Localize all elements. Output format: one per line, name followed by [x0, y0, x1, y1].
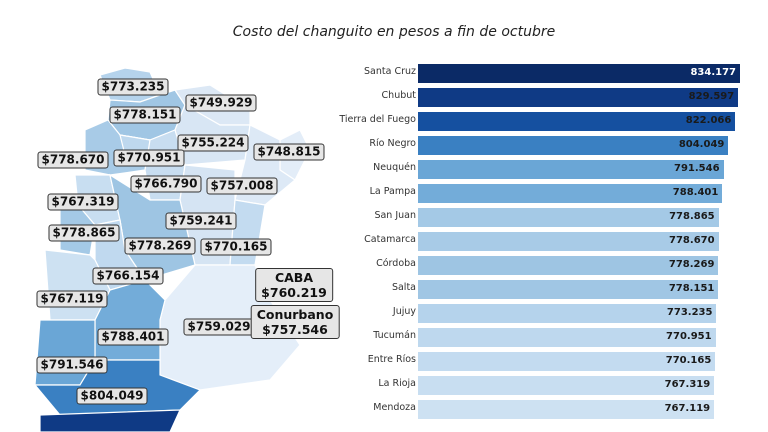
data-label: 778.269	[668, 259, 715, 271]
data-label: 770.951	[666, 331, 712, 343]
category-label: Mendoza	[373, 402, 416, 414]
map-label-corrientes: $757.008	[206, 177, 278, 195]
category-label: Córdoba	[376, 258, 416, 270]
category-label: La Rioja	[378, 378, 416, 390]
bar-row: Chubut 829.597	[0, 87, 768, 107]
map-label-mendoza: $767.119	[36, 290, 108, 308]
map-label-cordoba: $778.269	[124, 237, 196, 255]
data-label: 791.546	[673, 162, 720, 174]
bar: 791.546	[418, 159, 724, 179]
bar-row: Salta 778.151	[0, 280, 768, 300]
category-label: San Juan	[374, 209, 416, 221]
data-label: 804.049	[678, 138, 725, 150]
bar: 773.235	[418, 304, 717, 324]
data-label: 778.670	[669, 234, 715, 246]
bar-row: Santa Cruz 834.177	[0, 63, 768, 83]
bar-row: San Juan 778.865	[0, 207, 768, 227]
category-label: Salta	[391, 282, 416, 294]
bar-row: Catamarca 778.670	[0, 231, 768, 251]
data-label: 788.401	[672, 186, 719, 198]
bar-row: Entre Ríos 770.165	[0, 352, 768, 372]
map-label-tucuman: $770.951	[113, 149, 185, 167]
map-label-entrerios: $770.165	[200, 238, 272, 256]
category-label: Chubut	[381, 89, 416, 101]
category-label: Jujuy	[392, 306, 416, 318]
bar: 778.269	[418, 256, 719, 276]
bar: 788.401	[418, 183, 723, 203]
category-label: Entre Ríos	[367, 354, 416, 366]
map-label-lapampa: $788.401	[97, 328, 169, 346]
bar: 778.670	[418, 231, 719, 251]
map-label-salta: $778.151	[109, 106, 181, 124]
map-label-santiago: $766.790	[130, 175, 202, 193]
bar: 834.177	[418, 63, 740, 83]
bar: 822.066	[418, 111, 736, 131]
data-label: 778.865	[669, 210, 715, 222]
bar-row: La Pampa 788.401	[0, 183, 768, 203]
map-label-conurbano: Conurbano $757.546	[250, 305, 340, 339]
bar-row: Córdoba 778.269	[0, 256, 768, 276]
data-label: 778.151	[668, 283, 715, 295]
map-label-formosa: $749.929	[185, 94, 257, 112]
caba-name: CABA	[274, 270, 314, 285]
bar: 778.151	[418, 280, 719, 300]
bar-row: Neuquén 791.546	[0, 159, 768, 179]
bar: 778.865	[418, 207, 719, 227]
map-label-sanjuan: $778.865	[48, 224, 120, 242]
map-label-caba: CABA $760.219	[255, 268, 333, 302]
bar-row: Tucumán 770.951	[0, 328, 768, 348]
map-label-jujuy: $773.235	[97, 78, 169, 96]
data-label: 770.165	[665, 355, 712, 367]
category-label: Neuquén	[373, 161, 416, 173]
map-label-sanluis: $766.154	[92, 267, 164, 285]
map-label-larioja: $767.319	[47, 193, 119, 211]
bar: 767.319	[418, 376, 715, 396]
bar: 804.049	[418, 135, 729, 155]
bar-row: Mendoza 767.119	[0, 400, 768, 420]
category-label: Tierra del Fuego	[339, 113, 416, 125]
province-chubut	[39, 409, 181, 432]
data-label: 822.066	[685, 114, 732, 126]
data-label: 773.235	[666, 307, 713, 319]
chart-title: Costo del changuito en pesos a fin de oc…	[232, 24, 556, 40]
data-label: 829.597	[688, 90, 735, 102]
category-label: Santa Cruz	[364, 65, 416, 77]
map-label-neuquen: $791.546	[36, 356, 108, 374]
category-label: Río Negro	[369, 137, 416, 149]
bar-row: Tierra del Fuego 822.066	[0, 111, 768, 131]
conurbano-name: Conurbano	[256, 307, 334, 322]
data-label: 767.319	[664, 379, 711, 391]
data-label: 834.177	[690, 66, 736, 78]
conurbano-value: $757.546	[262, 322, 328, 337]
bar: 770.951	[418, 328, 716, 348]
map-label-misiones: $748.815	[253, 143, 325, 161]
bar-row: La Rioja 767.319	[0, 376, 768, 396]
bar: 770.165	[418, 352, 716, 372]
category-label: Catamarca	[364, 233, 416, 245]
map-label-chaco: $755.224	[177, 134, 249, 152]
bar-row: Jujuy 773.235	[0, 304, 768, 324]
map-label-catamarca: $778.670	[37, 151, 109, 169]
bar: 767.119	[418, 400, 715, 420]
data-label: 767.119	[664, 403, 711, 415]
bar: 829.597	[418, 87, 739, 107]
category-label: La Pampa	[369, 185, 416, 197]
bar-row: Río Negro 804.049	[0, 135, 768, 155]
caba-value: $760.219	[261, 285, 327, 300]
category-label: Tucumán	[373, 330, 416, 342]
map-label-santafe: $759.241	[165, 212, 237, 230]
map-label-rionegro: $804.049	[76, 387, 148, 405]
